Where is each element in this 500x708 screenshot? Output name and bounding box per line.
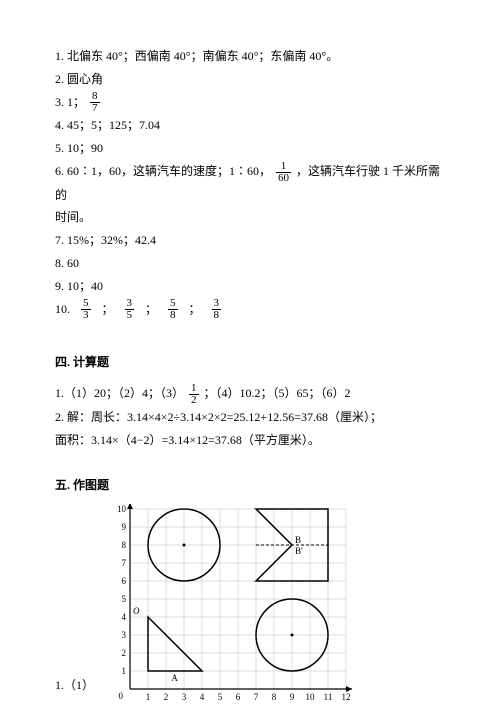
sep: ； [189,302,201,316]
fraction: 35 [125,298,135,321]
sep: ； [102,302,114,316]
svg-text:1: 1 [146,692,151,702]
svg-text:3: 3 [182,692,187,702]
svg-text:4: 4 [200,692,205,702]
sec5-label: 1.（1） [55,674,94,697]
sec4-line-2: 2. 解：周长：3.14×4×2÷3.14×2×2=25.12+12.56=37… [55,406,445,429]
answer-line-6: 6. 60∶1，60，这辆汽车的速度；1∶60， 160 ，这辆汽车行驶 1 千… [55,160,445,207]
answer-line-8: 8. 60 [55,252,445,275]
svg-text:10: 10 [306,692,316,702]
fraction: 160 [276,161,291,184]
svg-text:2: 2 [164,692,169,702]
section-5-title: 五. 作图题 [55,474,445,497]
svg-text:B: B [295,535,301,545]
sep: ； [145,302,157,316]
svg-text:11: 11 [324,692,333,702]
answer-line-6b: 时间。 [55,206,445,229]
answer-line-5: 5. 10；90 [55,137,445,160]
fraction: 12 [189,383,199,406]
svg-text:7: 7 [122,558,127,568]
answer-line-3: 3. 1； 87 [55,91,445,115]
fraction: 53 [81,298,91,321]
answer-line-9: 9. 10；40 [55,275,445,298]
fraction: 58 [168,298,178,321]
svg-text:10: 10 [117,504,127,514]
answer-line-4: 4. 45；5；125；7.04 [55,114,445,137]
sec4-line-3: 面积：3.14×（4−2）=3.14×12=37.68（平方厘米）。 [55,429,445,452]
section-4-title: 四. 计算题 [55,351,445,374]
text: 10. [55,302,70,316]
svg-text:6: 6 [236,692,241,702]
svg-text:9: 9 [290,692,295,702]
text: ；（4）10.2；（5）65；（6）2 [204,386,351,400]
figure-grid: 123456789101112123456789100ABB'O [98,504,358,704]
svg-text:A: A [171,673,178,683]
answer-line-7: 7. 15%；32%；42.4 [55,229,445,252]
text: 3. 1； [55,95,85,109]
answer-line-10: 10. 53 ； 35 ； 58 ； 38 [55,298,445,322]
svg-text:7: 7 [254,692,259,702]
svg-text:0: 0 [119,691,124,701]
svg-text:4: 4 [122,612,127,622]
text: 6. 60∶1，60，这辆汽车的速度；1∶60， [55,164,271,178]
svg-text:B': B' [295,546,303,556]
fraction: 38 [212,298,222,321]
svg-text:6: 6 [122,576,127,586]
text: 1.（1）20；（2）4；（3） [55,386,184,400]
fraction: 87 [90,91,100,114]
svg-text:12: 12 [342,692,351,702]
svg-text:8: 8 [272,692,277,702]
svg-text:5: 5 [218,692,223,702]
svg-text:5: 5 [122,594,127,604]
svg-text:2: 2 [122,648,127,658]
svg-text:3: 3 [122,630,127,640]
sec4-line-1: 1.（1）20；（2）4；（3） 12 ；（4）10.2；（5）65；（6）2 [55,382,445,406]
svg-text:9: 9 [122,522,127,532]
svg-text:8: 8 [122,540,127,550]
answer-line-2: 2. 圆心角 [55,68,445,91]
svg-text:1: 1 [122,666,127,676]
answer-line-1: 1. 北偏东 40°；西偏南 40°；南偏东 40°；东偏南 40°。 [55,45,445,68]
svg-text:O: O [133,606,140,616]
